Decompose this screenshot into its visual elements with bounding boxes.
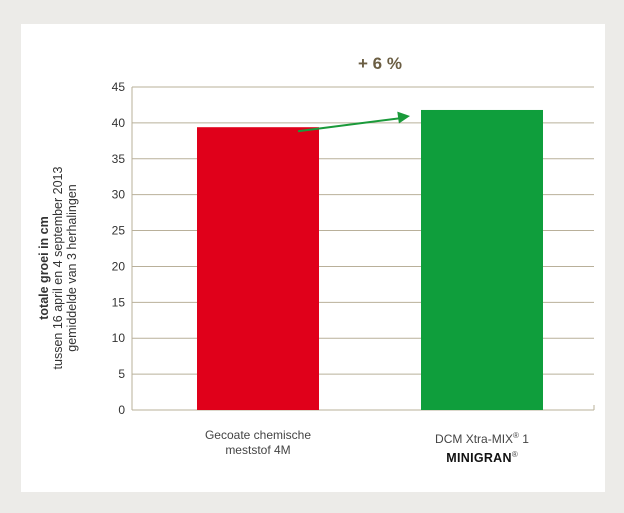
registered-mark: ® <box>513 431 519 440</box>
y-tick-label: 15 <box>112 295 126 309</box>
y-tick-label: 5 <box>118 367 125 381</box>
x-category-2-brand: MINIGRAN <box>446 451 512 465</box>
registered-mark-brand: ® <box>511 450 518 459</box>
y-tick-label: 20 <box>112 259 126 273</box>
y-tick-label: 25 <box>112 224 126 238</box>
y-tick-label: 0 <box>118 403 125 417</box>
y-tick-label: 45 <box>112 80 126 94</box>
x-category-1-line2: meststof 4M <box>225 443 291 457</box>
x-category-1-line1: Gecoate chemische <box>204 428 312 442</box>
growth-arrow-head <box>397 111 410 124</box>
chart-title: + 6 % <box>358 54 402 73</box>
y-tick-label: 35 <box>112 152 126 166</box>
y-tick-label: 30 <box>112 188 126 202</box>
x-category-1: Gecoate chemische meststof 4M <box>188 428 328 458</box>
y-tick-label: 40 <box>112 116 126 130</box>
y-tick-label: 10 <box>112 331 126 345</box>
bar-2 <box>421 109 543 411</box>
growth-arrow-line <box>297 116 403 133</box>
x-category-2-line1: DCM Xtra-MIX <box>435 432 514 446</box>
bar-1 <box>197 127 319 410</box>
x-category-2: DCM Xtra-MIX® 1 MINIGRAN® <box>412 428 552 466</box>
x-category-2-suffix: 1 <box>518 432 529 446</box>
